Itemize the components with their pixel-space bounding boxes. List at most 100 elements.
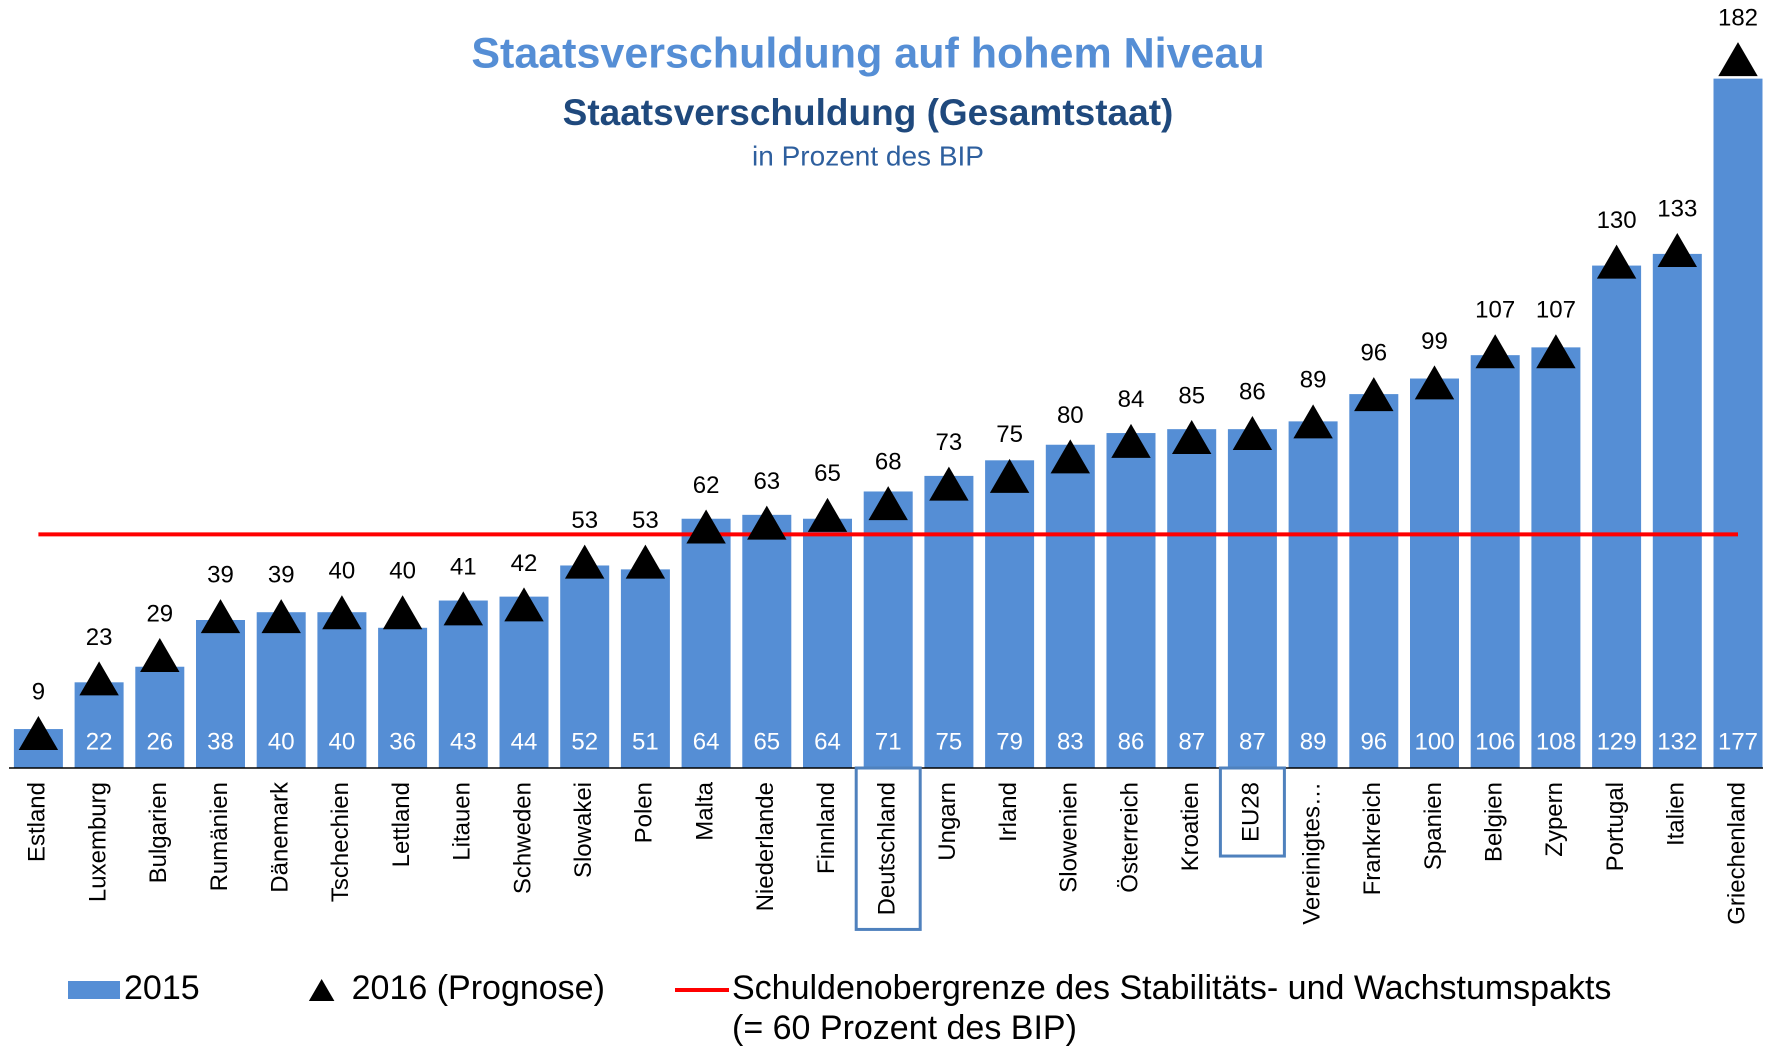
x-tick-label: Litauen — [449, 782, 476, 861]
x-tick-label: Malta — [691, 781, 718, 840]
bar-value-label: 26 — [146, 728, 173, 755]
x-tick-label: Zypern — [1541, 782, 1568, 857]
bar-value-label: 132 — [1657, 728, 1697, 755]
marker-value-label: 107 — [1536, 297, 1576, 324]
marker-value-label: 73 — [936, 429, 963, 456]
legend-swatch — [68, 981, 120, 999]
marker — [443, 591, 484, 626]
marker-value-label: 80 — [1057, 402, 1084, 429]
bar-value-label: 100 — [1414, 728, 1454, 755]
marker — [1171, 419, 1212, 454]
bar-value-label: 22 — [86, 728, 113, 755]
marker-value-label: 9 — [32, 678, 45, 705]
marker-value-label: 39 — [207, 561, 234, 588]
marker-value-label: 29 — [146, 600, 173, 627]
bar — [1410, 378, 1459, 768]
x-tick-label: Tschechien — [327, 782, 354, 902]
bar-value-label: 106 — [1475, 728, 1515, 755]
x-tick-label: Griechenland — [1723, 782, 1750, 925]
highlight-box — [1218, 766, 1286, 858]
marker-value-label: 40 — [329, 558, 356, 585]
bar — [196, 620, 245, 768]
marker-value-label: 42 — [511, 550, 538, 577]
marker — [625, 544, 666, 579]
x-tick-label: Kroatien — [1177, 782, 1204, 871]
bar-value-label: 89 — [1300, 728, 1327, 755]
x-tick-label: Belgien — [1481, 782, 1508, 862]
bar-value-label: 38 — [207, 728, 234, 755]
bar — [1167, 429, 1217, 768]
marker — [1111, 423, 1151, 458]
x-tick-label: Estland — [24, 782, 51, 862]
bar-value-label: 52 — [571, 728, 598, 755]
marker — [686, 509, 726, 544]
bar-value-label: 40 — [268, 728, 295, 755]
x-tick-label: Schweden — [509, 782, 536, 894]
marker — [1657, 233, 1698, 267]
legend-label: 2016 (Prognose) — [352, 969, 605, 1007]
x-tick-label: Frankreich — [1359, 782, 1386, 895]
bar-value-label: 108 — [1536, 728, 1576, 755]
marker-value-label: 41 — [450, 554, 477, 581]
x-tick-label: Finnland — [813, 782, 840, 874]
bar — [620, 569, 670, 768]
x-tick-label: EU28 — [1238, 782, 1265, 842]
bar-value-label: 96 — [1360, 728, 1387, 755]
marker — [322, 595, 362, 630]
x-tick-label: Vereinigtes… — [1298, 782, 1325, 925]
marker — [807, 497, 848, 532]
bar-value-label: 83 — [1057, 728, 1084, 755]
bar — [1106, 433, 1156, 768]
marker — [504, 587, 544, 622]
bar-value-label: 65 — [753, 728, 780, 755]
marker — [1414, 365, 1455, 400]
bar-value-label: 177 — [1718, 728, 1758, 755]
x-tick-label: Ungarn — [934, 782, 961, 861]
bar — [924, 475, 974, 768]
marker — [1293, 404, 1333, 439]
marker-value-label: 65 — [814, 460, 841, 487]
marker-value-label: 68 — [875, 449, 902, 476]
bar-value-label: 71 — [875, 728, 902, 755]
marker-value-label: 99 — [1421, 328, 1448, 355]
marker — [261, 599, 301, 634]
bar-value-label: 43 — [450, 728, 477, 755]
marker — [140, 638, 180, 673]
marker-value-label: 133 — [1657, 195, 1697, 222]
x-tick-label: Portugal — [1602, 782, 1629, 871]
bar — [1045, 444, 1095, 768]
bar — [317, 612, 367, 768]
bar-value-label: 87 — [1239, 728, 1266, 755]
bar — [1713, 78, 1763, 768]
x-tick-label: Luxemburg — [84, 782, 111, 902]
marker — [929, 466, 969, 501]
marker — [1354, 377, 1394, 412]
bar — [863, 491, 913, 768]
bar — [803, 518, 852, 768]
marker-value-label: 39 — [268, 561, 295, 588]
legend-label: (= 60 Prozent des BIP) — [732, 1009, 1077, 1047]
bar — [1592, 265, 1642, 768]
x-tick-label: Polen — [631, 782, 658, 843]
bar — [256, 612, 306, 768]
marker — [747, 505, 787, 540]
marker-value-label: 62 — [693, 472, 720, 499]
bar — [74, 682, 124, 768]
marker-value-label: 89 — [1300, 367, 1327, 394]
bar — [681, 518, 731, 768]
marker-value-label: 86 — [1239, 378, 1266, 405]
x-tick-label: Dänemark — [267, 781, 294, 893]
marker — [382, 595, 423, 630]
x-tick-label: Deutschland — [874, 782, 901, 915]
marker — [200, 599, 241, 634]
marker-value-label: 23 — [86, 624, 113, 651]
marker-value-label: 85 — [1178, 382, 1205, 409]
marker — [1536, 334, 1576, 369]
bar — [985, 460, 1035, 768]
bar-value-label: 64 — [814, 728, 841, 755]
chart-title: Staatsverschuldung auf hohem Niveau — [471, 29, 1264, 77]
bar — [1227, 429, 1277, 768]
bar-value-label: 51 — [632, 728, 659, 755]
x-tick-label: Italien — [1663, 782, 1690, 846]
marker-value-label: 75 — [996, 421, 1023, 448]
